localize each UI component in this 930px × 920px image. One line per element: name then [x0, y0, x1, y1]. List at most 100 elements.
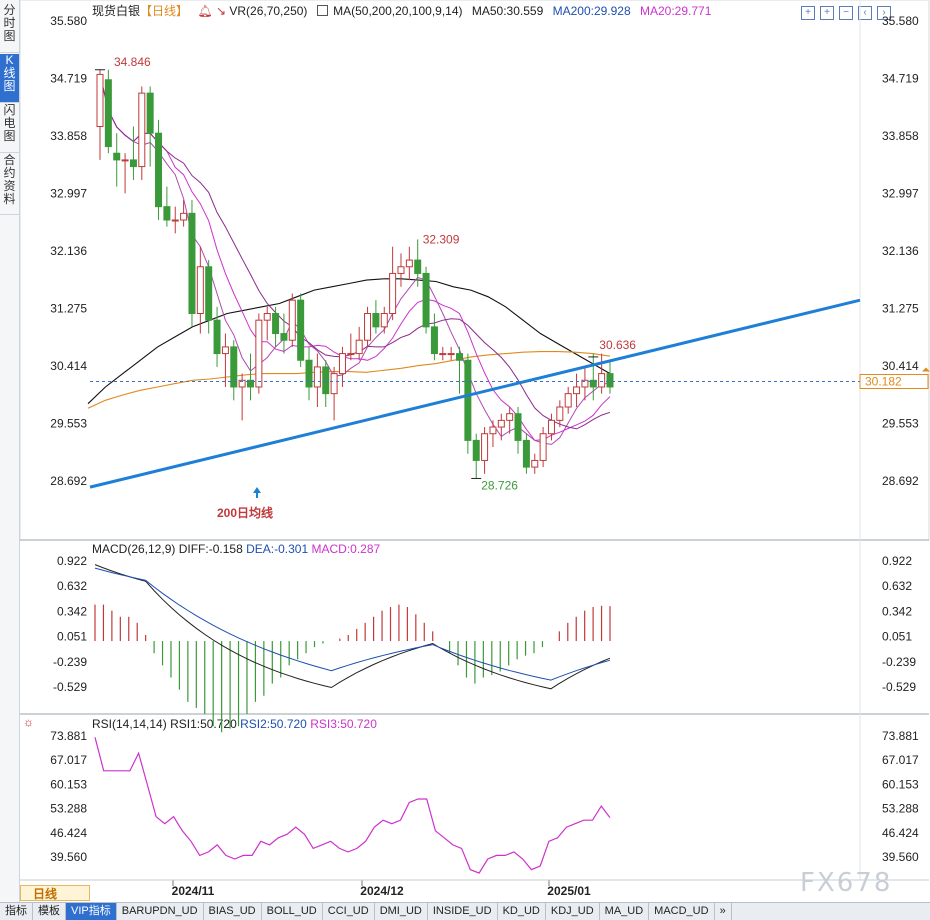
candle-body: [364, 313, 372, 341]
candle-body: [113, 152, 121, 161]
candle-body: [221, 346, 229, 355]
indicator-tab-11[interactable]: MA_UD: [600, 903, 650, 920]
price-tick-left-2: 33.858: [50, 129, 87, 143]
indicator-tab-0[interactable]: 指标: [0, 903, 33, 920]
candle-body: [146, 92, 154, 134]
annotation-high-1: 34.846: [114, 55, 151, 69]
ma-short-line-5: [99, 74, 611, 445]
candle-body: [171, 219, 179, 222]
macd-diff: DIFF:-0.158: [178, 542, 243, 556]
period-selector[interactable]: 日线: [20, 885, 90, 901]
macd-dea-line: [94, 567, 611, 681]
rsi-tick-left-5: 39.560: [50, 850, 87, 864]
rsi-line: [94, 737, 611, 874]
candle-body: [598, 373, 606, 388]
arrow-icon: ↘: [215, 4, 227, 18]
sidebar-tab-3[interactable]: 合约资料: [0, 154, 19, 215]
candle-body: [405, 259, 413, 268]
candle-body: [347, 353, 355, 356]
macd-tick-right-2: 0.342: [882, 604, 912, 618]
bell-icon[interactable]: 🔔︎: [197, 4, 213, 18]
price-tick-left-5: 31.275: [50, 302, 87, 316]
candle-body: [138, 92, 146, 168]
candle-body: [330, 373, 338, 395]
candle-body: [322, 366, 330, 395]
price-tick-left-3: 32.997: [50, 187, 87, 201]
candle-body: [531, 459, 539, 468]
indicator-tab-9[interactable]: KD_UD: [498, 903, 546, 920]
candle-body: [355, 339, 363, 355]
indicator-tab-4[interactable]: BIAS_UD: [204, 903, 262, 920]
macd-value: MACD:0.287: [311, 542, 381, 556]
ma-short-line-9: [99, 74, 611, 441]
candle-body: [506, 413, 514, 421]
ma-short-line-14: [99, 74, 611, 430]
candle-body: [389, 272, 397, 315]
annotation-high-2: 32.309: [423, 232, 460, 246]
rsi-tick-left-2: 60.153: [50, 777, 87, 791]
candle-body: [589, 379, 597, 388]
candle-body: [397, 266, 405, 274]
settings-sun-icon[interactable]: ☼: [23, 715, 34, 729]
candle-body: [439, 353, 447, 356]
price-tick-left-4: 32.136: [50, 244, 87, 258]
candle-body: [288, 299, 296, 341]
indicator-tab-2[interactable]: VIP指标: [66, 903, 117, 920]
price-tick-right-6: 30.414: [882, 359, 919, 373]
candle-body: [422, 272, 430, 328]
ma-toggle-icon[interactable]: [316, 5, 328, 16]
zoom-in-icon[interactable]: +: [820, 6, 834, 20]
candle-body: [414, 259, 422, 274]
indicator-tab-13[interactable]: »: [715, 903, 732, 920]
indicator-tab-5[interactable]: BOLL_UD: [262, 903, 323, 920]
rsi-tick-left-1: 67.017: [50, 753, 87, 767]
crosshair-icon[interactable]: +: [801, 6, 815, 20]
price-header: 现货白银【日线】 🔔︎ ↘ VR(26,70,250) MA(50,200,20…: [92, 2, 717, 19]
sidebar-tab-2[interactable]: 闪电图: [0, 104, 19, 153]
candle-body: [489, 426, 497, 435]
macd-diff-line: [94, 564, 611, 690]
indicator-tab-6[interactable]: CCI_UD: [323, 903, 375, 920]
instrument-name: 现货白银: [92, 4, 141, 18]
rsi-tick-right-3: 53.288: [882, 802, 919, 816]
ma20-value: MA20:29.771: [640, 4, 712, 18]
indicator-tab-12[interactable]: MACD_UD: [649, 903, 715, 920]
candle-body: [581, 379, 589, 388]
macd-tick-left-0: 0.922: [57, 554, 87, 568]
rsi-tick-right-0: 73.881: [882, 729, 919, 743]
indicator-tab-7[interactable]: DMI_UD: [375, 903, 428, 920]
move-left-icon[interactable]: ‹: [858, 6, 872, 20]
trendline: [89, 298, 861, 489]
indicator-tab-3[interactable]: BARUPDN_UD: [117, 903, 204, 920]
indicator-tab-1[interactable]: 模板: [33, 903, 66, 920]
candle-body: [213, 319, 221, 355]
x-tick-label-0: 2024/11: [172, 884, 215, 898]
chart-canvas[interactable]: 35.580 35.580 34.719 34.719 33.858 33.858 32.9…: [20, 0, 930, 902]
watermark-logo: FX678: [800, 868, 893, 898]
vr-label: VR(26,70,250): [229, 4, 308, 18]
annotation-ma200: 200日均线: [217, 505, 273, 520]
candle-body: [255, 319, 263, 388]
macd-tick-left-3: 0.051: [57, 630, 87, 644]
indicator-tab-10[interactable]: KDJ_UD: [546, 903, 600, 920]
price-tick-left-0: 35.580: [50, 14, 87, 28]
candle-body: [280, 333, 288, 341]
sidebar-tab-0[interactable]: 分时图: [0, 4, 19, 53]
candle-body: [263, 313, 271, 321]
zoom-out-icon[interactable]: −: [839, 6, 853, 20]
price-tick-right-1: 34.719: [882, 72, 919, 86]
price-tick-right-2: 33.858: [882, 129, 919, 143]
current-price-box: [859, 373, 929, 389]
candle-body: [246, 379, 254, 388]
candle-body: [180, 212, 188, 221]
indicator-tab-8[interactable]: INSIDE_UD: [428, 903, 498, 920]
rsi-tick-right-1: 67.017: [882, 753, 919, 767]
candle-body: [573, 386, 581, 395]
x-tick-label-2: 2025/01: [547, 884, 591, 898]
move-right-icon[interactable]: ›: [877, 6, 891, 20]
macd-tick-right-0: 0.922: [882, 554, 912, 568]
price-tick-right-5: 31.275: [882, 302, 919, 316]
candle-body: [430, 326, 438, 355]
